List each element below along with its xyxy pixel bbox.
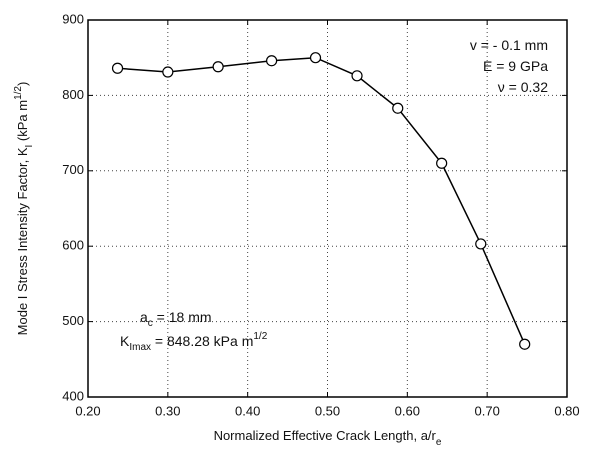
y-tick-label: 500	[62, 313, 84, 328]
label: KImax = 848.28 kPa m1/2	[120, 331, 268, 353]
text-part: )	[15, 82, 30, 86]
y-tick-label: 800	[62, 87, 84, 102]
data-point	[266, 55, 278, 67]
data-point	[392, 102, 404, 114]
x-tick-label: 0.50	[315, 403, 340, 418]
label: E = 9 GPa	[483, 58, 548, 74]
data-point	[162, 66, 174, 78]
text-part: (kPa m	[15, 100, 30, 145]
text-part: v = - 0.1 mm	[470, 37, 548, 53]
text-part: = 848.28 kPa m	[151, 333, 253, 349]
data-point	[309, 52, 322, 64]
text-part: 1/2	[253, 331, 267, 342]
label: Normalized Effective Crack Length, a/re	[214, 428, 442, 448]
text-part: Imax	[129, 342, 151, 353]
data-point	[436, 157, 448, 169]
x-tick-label: 0.70	[475, 403, 500, 418]
text-part: K	[120, 333, 130, 349]
text-part: a	[140, 309, 148, 325]
text-part: Mode I Stress Intensity Factor, K	[15, 147, 30, 335]
data-point	[519, 338, 531, 350]
x-tick-label: 0.80	[554, 403, 579, 418]
label: ac = 18 mm	[140, 309, 212, 329]
data-point	[212, 61, 224, 73]
text-part: c	[148, 318, 153, 329]
x-tick-label: 0.60	[395, 403, 420, 418]
text-part: ν = 0.32	[498, 79, 548, 95]
text-part: e	[436, 437, 442, 448]
text-part: E = 9 GPa	[483, 58, 548, 74]
x-tick-label: 0.30	[155, 403, 180, 418]
y-tick-label: 600	[62, 238, 84, 253]
label: Mode I Stress Intensity Factor, KI (kPa …	[13, 82, 35, 336]
label: ν = 0.32	[498, 79, 548, 95]
x-tick-label: 0.40	[235, 403, 260, 418]
y-tick-label: 400	[62, 388, 84, 403]
text-part: Normalized Effective Crack Length, a/r	[214, 428, 437, 443]
text-part: = 18 mm	[153, 309, 212, 325]
text-part: 1/2	[13, 86, 24, 100]
data-point	[351, 70, 363, 82]
text-part: I	[24, 145, 35, 148]
y-tick-label: 700	[62, 162, 84, 177]
label: v = - 0.1 mm	[470, 37, 548, 53]
y-tick-label: 900	[62, 11, 84, 26]
data-point	[475, 238, 487, 250]
data-point	[111, 62, 124, 74]
data-line	[117, 56, 526, 345]
x-tick-label: 0.20	[75, 403, 100, 418]
